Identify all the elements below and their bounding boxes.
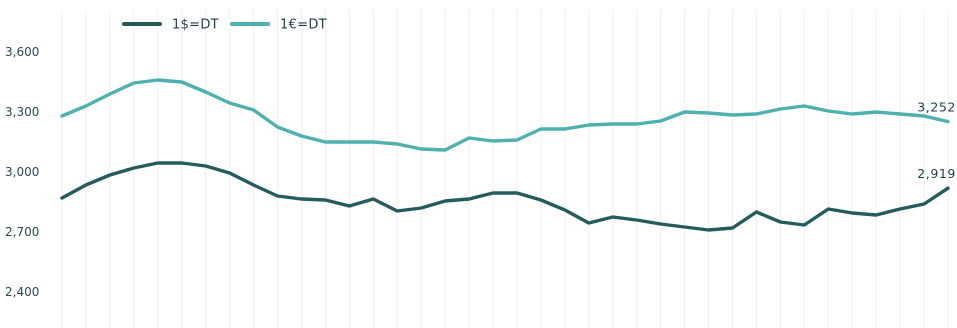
end-value-label-1: 3,252 — [917, 100, 956, 115]
series-line-0 — [60, 161, 950, 232]
end-value-label-0: 2,919 — [917, 166, 956, 181]
y-axis-ticks: 2,400 2,700 3,000 3,300 3,600 — [5, 45, 39, 299]
y-tick-label: 3,000 — [5, 165, 39, 179]
end-value-labels: 2,919 3,252 — [917, 100, 956, 182]
legend-label-usd: 1$=DT — [172, 18, 219, 33]
y-tick-label: 2,400 — [5, 285, 39, 299]
y-tick-label: 3,600 — [5, 45, 39, 59]
legend-label-eur: 1€=DT — [280, 18, 327, 33]
legend-entry-eur: 1€=DT — [230, 18, 327, 33]
y-tick-label: 2,700 — [5, 225, 39, 239]
chart-legend: 1$=DT 1€=DT — [122, 18, 327, 33]
legend-entry-usd: 1$=DT — [122, 18, 219, 33]
vertical-grid — [61, 10, 949, 328]
series-lines — [60, 78, 950, 232]
series-line-1 — [60, 78, 950, 152]
y-tick-label: 3,300 — [5, 105, 39, 119]
